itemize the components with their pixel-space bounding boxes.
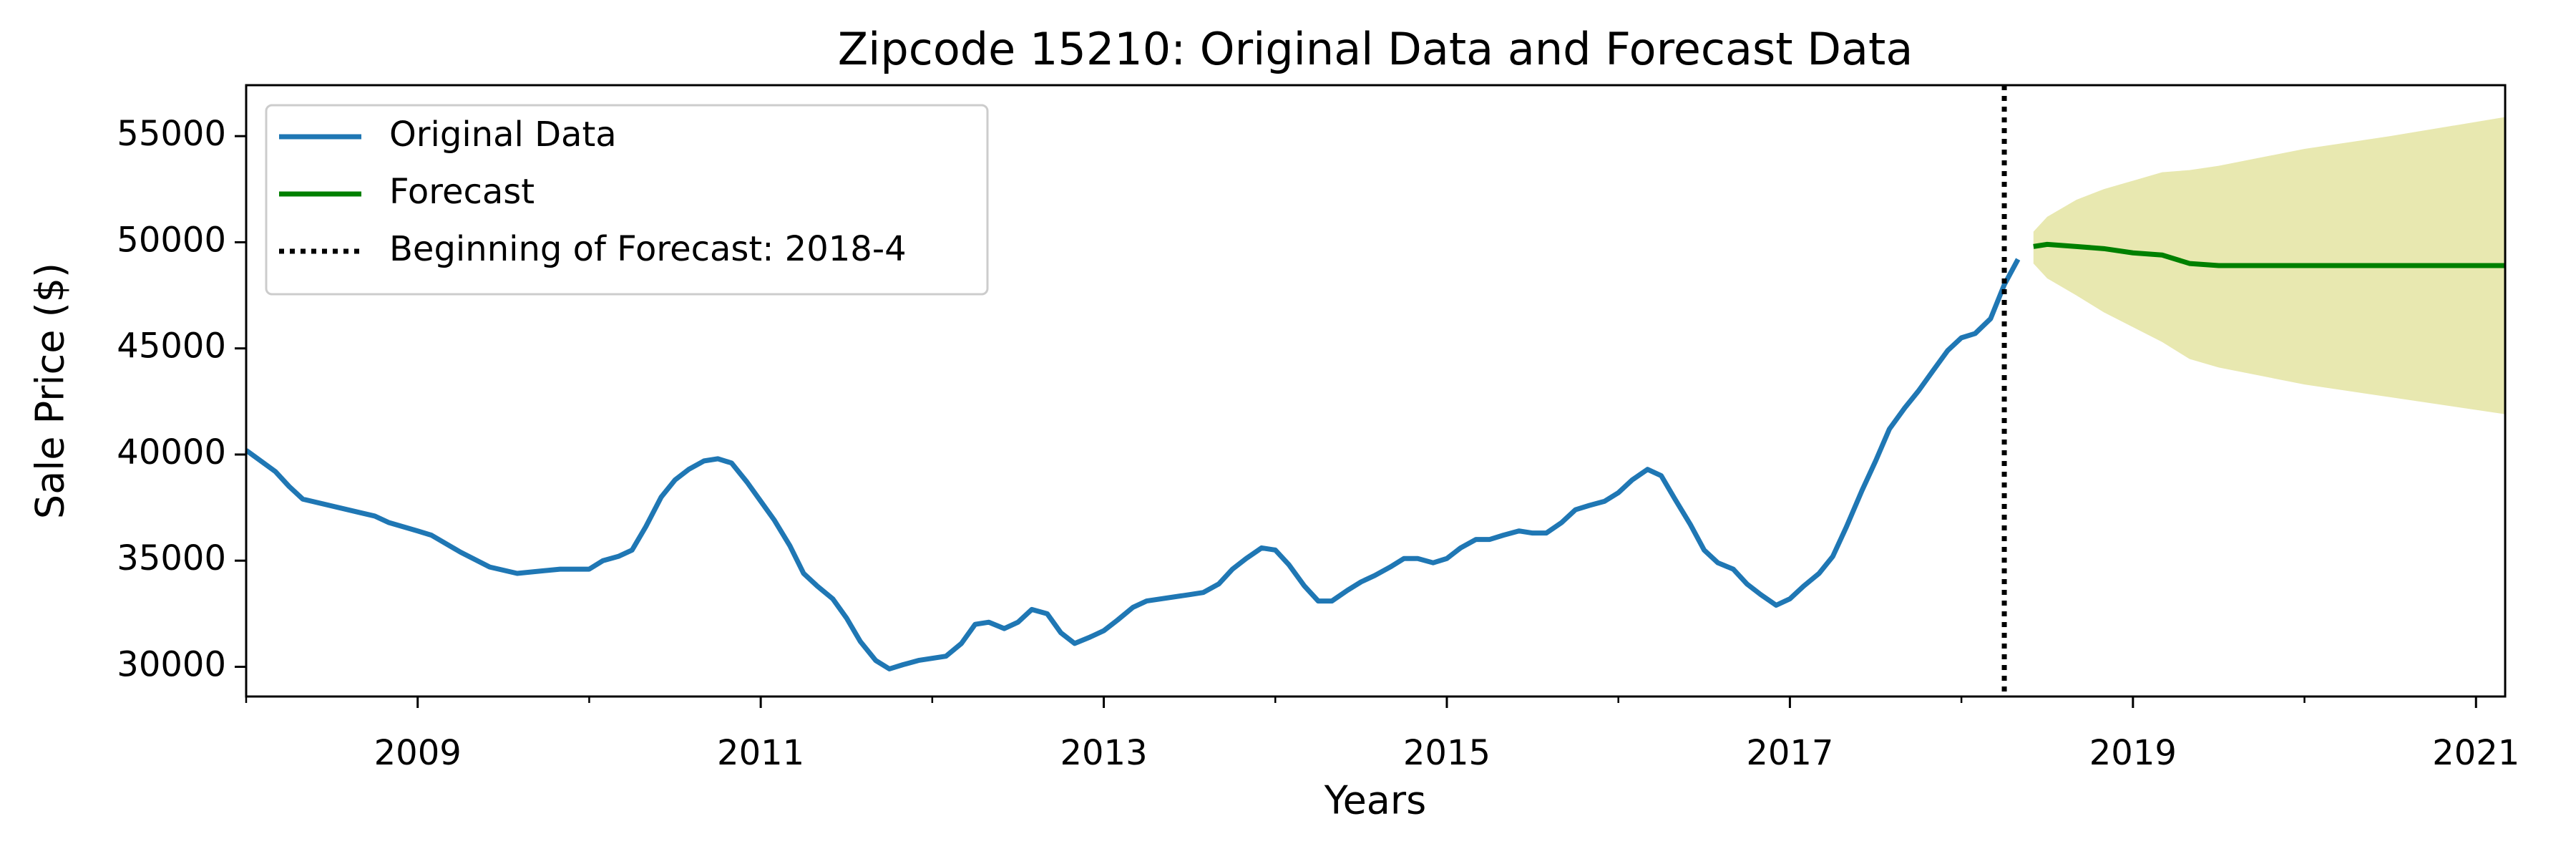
y-tick-label: 55000 — [117, 114, 226, 154]
x-tick-label: 2009 — [374, 733, 462, 773]
y-tick-label: 40000 — [117, 432, 226, 472]
y-tick-label: 30000 — [117, 644, 226, 684]
plot-frame — [245, 84, 2507, 698]
x-tick-label: 2011 — [717, 733, 804, 773]
legend-label: Forecast — [389, 172, 535, 212]
chart-title: Zipcode 15210: Original Data and Forecas… — [838, 23, 1913, 75]
legend-box — [265, 104, 989, 296]
legend-label: Original Data — [389, 115, 617, 155]
series-line — [244, 258, 2021, 671]
x-tick-label: 2015 — [1403, 733, 1491, 773]
x-tick-label: 2017 — [1746, 733, 1833, 773]
series-line — [2033, 241, 2505, 268]
x-axis-label: Years — [1324, 778, 1426, 823]
y-tick-label: 35000 — [117, 538, 226, 578]
x-tick-label: 2019 — [2089, 733, 2177, 773]
y-tick-label: 50000 — [117, 220, 226, 260]
x-tick-label: 2021 — [2432, 733, 2519, 773]
x-tick-label: 2013 — [1060, 733, 1147, 773]
legend-label: Beginning of Forecast: 2018-4 — [389, 229, 907, 269]
y-axis-label: Sale Price ($) — [28, 263, 73, 519]
y-tick-label: 45000 — [117, 326, 226, 367]
